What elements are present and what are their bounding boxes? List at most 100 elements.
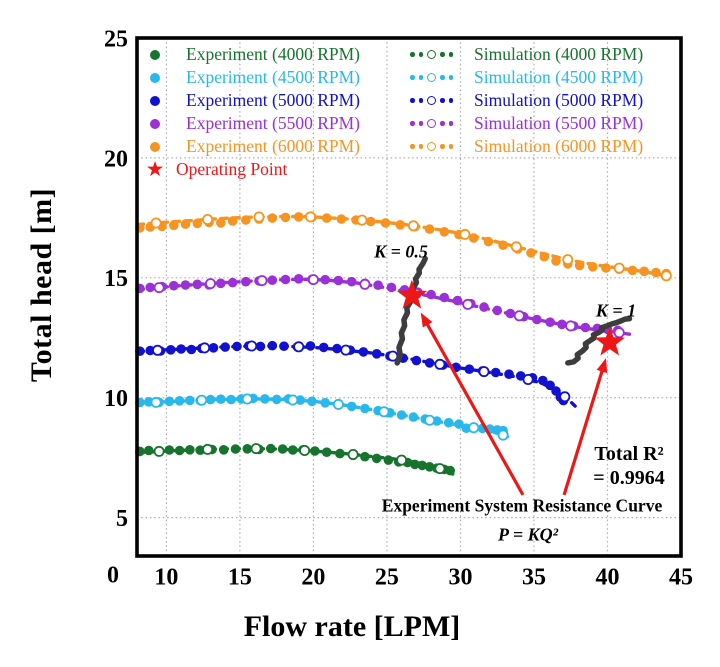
x-axis-title: Flow rate [LPM] bbox=[243, 610, 461, 643]
simulation-marker bbox=[250, 443, 262, 455]
plot-frame bbox=[135, 36, 683, 558]
simulation-marker bbox=[434, 463, 446, 475]
simulation-marker bbox=[359, 278, 371, 290]
legend-item-experiment-4000: Experiment (4000 RPM) bbox=[150, 43, 360, 66]
resistance-curve-k-1 bbox=[565, 315, 633, 366]
simulation-marker bbox=[434, 358, 446, 370]
simulation-marker bbox=[204, 278, 216, 290]
experiment-point bbox=[320, 398, 331, 408]
simulation-6000-marker bbox=[410, 142, 462, 151]
x-tick-label: 35 bbox=[522, 564, 546, 590]
origin-tick-label: 0 bbox=[107, 562, 119, 589]
annotation-total-r2-line2: = 0.9964 bbox=[593, 467, 665, 489]
simulation-marker bbox=[307, 274, 319, 286]
experiment-point bbox=[226, 394, 236, 405]
y-tick-label: 25 bbox=[104, 26, 128, 52]
simulation-marker bbox=[559, 391, 571, 403]
legend-item-simulation-5000: Simulation (5000 RPM) bbox=[410, 89, 643, 112]
experiment-point bbox=[545, 317, 555, 328]
legend-label: Experiment (5000 RPM) bbox=[186, 90, 361, 110]
operating-point-arrow-1 bbox=[420, 312, 525, 496]
experiment-point bbox=[464, 364, 475, 375]
x-tick-label: 25 bbox=[375, 564, 399, 590]
annotation-total-r2: Total R² = 0.9964 bbox=[593, 442, 664, 490]
simulation-marker bbox=[522, 373, 534, 385]
legend-label: Operating Point bbox=[176, 159, 288, 179]
simulation-marker bbox=[196, 394, 208, 406]
star-icon: ★ bbox=[145, 157, 165, 181]
simulation-marker bbox=[256, 275, 268, 287]
simulation-marker bbox=[613, 262, 625, 274]
simulation-marker bbox=[510, 241, 522, 253]
simulation-marker bbox=[396, 454, 408, 466]
simulation-marker bbox=[199, 342, 211, 354]
legend-item-experiment-5500: Experiment (5500 RPM) bbox=[150, 112, 360, 135]
simulation-marker bbox=[304, 211, 316, 223]
legend-label: Experiment (4000 RPM) bbox=[186, 44, 361, 64]
operating-point-star bbox=[396, 279, 428, 309]
simulation-marker bbox=[340, 344, 352, 356]
simulation-4000-marker bbox=[410, 50, 462, 59]
series-simulation-4000 bbox=[135, 443, 460, 479]
series-simulation-5000 bbox=[135, 340, 577, 408]
simulation-5500-marker bbox=[410, 119, 462, 128]
experiment-point bbox=[310, 446, 320, 456]
simulation-marker bbox=[562, 254, 574, 266]
x-tick-label: 40 bbox=[596, 564, 620, 590]
x-tick-label: 30 bbox=[449, 564, 473, 590]
operating-point-star bbox=[594, 326, 625, 356]
simulation-marker bbox=[253, 211, 265, 223]
simulation-marker bbox=[660, 270, 672, 282]
x-tick-label: 20 bbox=[301, 564, 325, 590]
annotation-resistance-curve: Experiment System Resistance Curve bbox=[381, 495, 663, 516]
legend-item-experiment-4500: Experiment (4500 RPM) bbox=[150, 66, 360, 89]
legend-item-simulation-4000: Simulation (4000 RPM) bbox=[410, 43, 643, 66]
experiment-6000-marker bbox=[150, 141, 160, 152]
simulation-marker bbox=[347, 448, 359, 460]
legend-label: Experiment (4500 RPM) bbox=[186, 67, 361, 87]
simulation-marker bbox=[202, 213, 214, 225]
simulation-marker bbox=[287, 394, 299, 406]
simulation-5000-marker bbox=[410, 96, 462, 105]
x-tick-label: 45 bbox=[669, 564, 693, 590]
experiment-point bbox=[216, 218, 226, 228]
resistance-curve-k-0.5 bbox=[394, 255, 428, 366]
experiment-4500-marker bbox=[150, 72, 160, 83]
simulation-marker bbox=[150, 217, 162, 229]
simulation-marker bbox=[241, 393, 253, 405]
simulation-marker bbox=[150, 396, 162, 408]
simulation-marker bbox=[565, 320, 577, 332]
experiment-5500-marker bbox=[150, 118, 160, 129]
simulation-marker bbox=[468, 422, 480, 434]
annotation-k-1: K = 1 bbox=[595, 300, 637, 321]
simulation-4500-marker bbox=[410, 73, 462, 82]
y-tick-label: 15 bbox=[104, 266, 128, 292]
simulation-marker bbox=[356, 214, 368, 226]
y-tick-labels: 5 10 15 20 25 bbox=[104, 26, 128, 532]
simulation-marker bbox=[378, 406, 390, 418]
annotation-equation: P = KQ² bbox=[498, 524, 558, 545]
legend-item-operating-point: ★ Operating Point bbox=[146, 158, 288, 181]
simulation-marker bbox=[152, 344, 164, 356]
legend-label: Simulation (5500 RPM) bbox=[474, 113, 644, 133]
experiment-point bbox=[557, 319, 567, 330]
y-axis-title: Total head [m] bbox=[25, 187, 58, 383]
legend-label: Simulation (4000 RPM) bbox=[474, 44, 644, 64]
experiment-point bbox=[166, 345, 176, 355]
simulation-marker bbox=[293, 341, 305, 353]
legend-item-simulation-6000: Simulation (6000 RPM) bbox=[410, 135, 643, 158]
series-simulation-6000 bbox=[135, 211, 673, 282]
experiment-point bbox=[332, 343, 342, 354]
simulation-marker bbox=[459, 228, 471, 240]
simulation-marker bbox=[613, 327, 625, 339]
x-tick-labels: 10 15 20 25 30 35 40 45 bbox=[154, 564, 693, 590]
legend-label: Simulation (4500 RPM) bbox=[474, 67, 644, 87]
experiment-point bbox=[164, 396, 175, 407]
operating-point-arrow-2 bbox=[562, 358, 608, 496]
legend-item-experiment-6000: Experiment (6000 RPM) bbox=[150, 135, 360, 158]
legend-label: Experiment (5500 RPM) bbox=[186, 113, 361, 133]
experiment-point bbox=[321, 447, 332, 458]
y-tick-label: 20 bbox=[104, 146, 128, 172]
